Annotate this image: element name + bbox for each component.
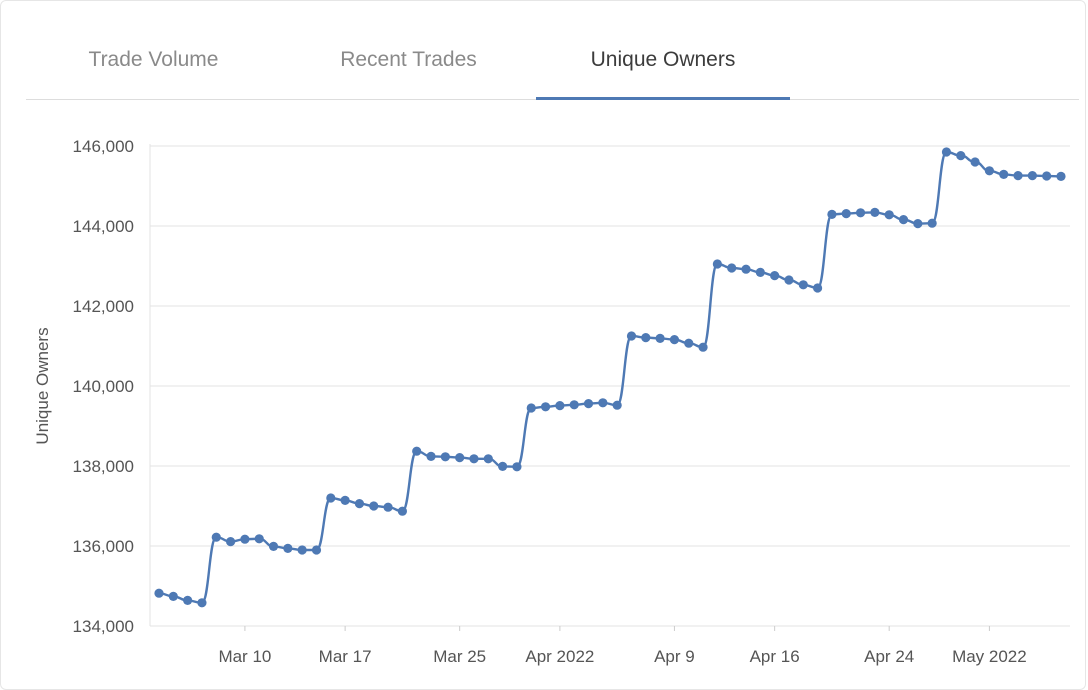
data-point[interactable] (426, 451, 436, 461)
data-point[interactable] (383, 502, 393, 512)
y-tick-label: 134,000 (73, 617, 134, 636)
data-point[interactable] (755, 267, 765, 277)
data-point[interactable] (469, 454, 479, 464)
data-point[interactable] (354, 499, 365, 509)
data-point[interactable] (197, 598, 207, 608)
data-point[interactable] (1013, 171, 1023, 181)
data-point[interactable] (512, 462, 522, 472)
tab-label: Unique Owners (590, 48, 736, 71)
data-point[interactable] (540, 402, 551, 412)
data-points (154, 147, 1066, 608)
data-point[interactable] (712, 259, 722, 269)
data-point[interactable] (741, 264, 751, 274)
data-point[interactable] (297, 545, 307, 555)
data-point[interactable] (211, 532, 221, 542)
data-point[interactable] (927, 218, 937, 228)
data-point[interactable] (326, 493, 336, 503)
data-point[interactable] (798, 280, 808, 290)
data-point[interactable] (311, 545, 322, 555)
data-point[interactable] (455, 453, 465, 463)
data-point[interactable] (641, 333, 651, 343)
x-tick-label: Apr 9 (654, 647, 695, 666)
data-point[interactable] (941, 147, 952, 157)
x-tick-label: Mar 17 (319, 647, 372, 666)
data-point[interactable] (855, 208, 866, 218)
data-point[interactable] (412, 446, 422, 456)
data-point[interactable] (913, 219, 923, 229)
x-axis: Mar 10 Mar 17 Mar 25 Apr 2022 Apr 9 Apr 16 Apr… (218, 626, 1027, 666)
y-tick-label: 144,000 (73, 217, 134, 236)
data-point[interactable] (598, 398, 608, 408)
data-point[interactable] (1056, 171, 1066, 181)
data-point[interactable] (569, 400, 579, 410)
x-tick-label: May 2022 (952, 647, 1027, 666)
data-point[interactable] (283, 543, 293, 554)
data-point[interactable] (669, 335, 680, 345)
data-point[interactable] (555, 401, 565, 411)
y-tick-label: 142,000 (73, 297, 134, 316)
data-point[interactable] (727, 263, 737, 273)
y-axis: 134,000 136,000 138,000 140,000 142,000 144,0… (73, 137, 134, 636)
y-tick-label: 140,000 (73, 377, 134, 396)
tab-recent-trades[interactable]: Recent Trades (281, 45, 536, 99)
gridlines (149, 144, 1070, 627)
data-point[interactable] (440, 452, 450, 462)
data-point[interactable] (1042, 171, 1052, 181)
x-tick-label: Apr 16 (750, 647, 800, 666)
x-tick-label: Apr 24 (864, 647, 914, 666)
tab-bar: Trade Volume Recent Trades Unique Owners (26, 1, 1079, 100)
data-point[interactable] (240, 534, 250, 544)
data-point[interactable] (884, 210, 894, 220)
data-point[interactable] (684, 338, 694, 348)
data-point[interactable] (698, 342, 708, 352)
data-point[interactable] (612, 400, 622, 410)
x-tick-label: Apr 2022 (525, 647, 594, 666)
data-point[interactable] (183, 595, 193, 606)
data-point[interactable] (813, 283, 823, 293)
y-tick-label: 136,000 (73, 537, 134, 556)
data-point[interactable] (526, 403, 536, 413)
y-axis-title: Unique Owners (33, 327, 52, 444)
data-point[interactable] (898, 215, 909, 225)
data-point[interactable] (397, 506, 407, 516)
data-point[interactable] (984, 166, 995, 176)
data-point[interactable] (369, 501, 379, 511)
data-point[interactable] (498, 461, 508, 471)
data-point[interactable] (827, 209, 837, 219)
data-point[interactable] (841, 209, 851, 219)
data-point[interactable] (483, 454, 493, 464)
active-tab-underline (536, 97, 790, 100)
tab-unique-owners[interactable]: Unique Owners (536, 45, 790, 100)
data-point[interactable] (1027, 171, 1037, 181)
y-tick-label: 146,000 (73, 137, 134, 156)
data-point[interactable] (168, 591, 178, 602)
data-point[interactable] (770, 271, 780, 281)
data-point[interactable] (870, 207, 880, 217)
series-line (158, 150, 1062, 605)
data-point[interactable] (154, 588, 164, 598)
data-point[interactable] (254, 534, 264, 544)
data-point[interactable] (583, 399, 594, 409)
x-tick-label: Mar 25 (433, 647, 486, 666)
tab-label: Trade Volume (88, 48, 219, 71)
y-tick-label: 138,000 (73, 457, 134, 476)
data-point[interactable] (340, 495, 350, 505)
data-point[interactable] (225, 537, 236, 547)
tab-trade-volume[interactable]: Trade Volume (26, 45, 281, 99)
data-point[interactable] (626, 331, 637, 341)
tab-label: Recent Trades (340, 48, 477, 71)
data-point[interactable] (655, 333, 665, 343)
data-point[interactable] (956, 151, 966, 161)
x-tick-label: Mar 10 (218, 647, 271, 666)
data-point[interactable] (970, 157, 980, 167)
data-point[interactable] (268, 541, 279, 552)
data-point[interactable] (784, 275, 794, 285)
data-point[interactable] (999, 169, 1009, 179)
